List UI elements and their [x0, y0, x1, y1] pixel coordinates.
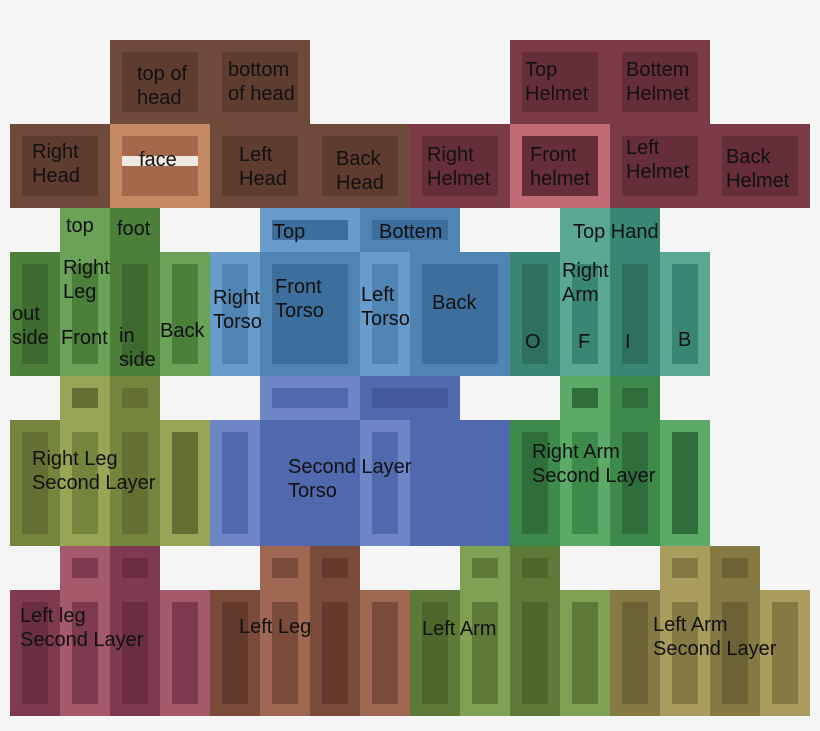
arm2-side-d-inner-panel: [672, 432, 698, 534]
larm-side-b-inner-panel: [472, 602, 498, 704]
larm2-side-b-inner-panel: [672, 602, 698, 704]
back-helmet-region-inner-panel: [722, 136, 798, 196]
leg2-side-c-inner-panel: [122, 432, 148, 534]
larm2-bottom-region-inner-panel: [722, 558, 748, 578]
arm-i-region-inner-panel: [622, 264, 648, 364]
arm2-bottom-region-inner-panel: [622, 388, 648, 408]
torso2-right-inner-panel: [222, 432, 248, 534]
leg-outside-region-inner-panel: [22, 264, 48, 364]
lleg-top-region-inner-panel: [272, 558, 298, 578]
larm-bottom-region-inner-panel: [522, 558, 548, 578]
bottom-of-head-region-inner-panel: [222, 52, 298, 112]
torso2-top-region-inner-panel: [272, 388, 348, 408]
right-head-region-inner-panel: [22, 136, 98, 196]
right-helmet-region-inner-panel: [422, 136, 498, 196]
arm-top-region: [560, 208, 610, 252]
arm2-top-region-inner-panel: [572, 388, 598, 408]
lleg2-side-c-inner-panel: [122, 602, 148, 704]
torso2-left-inner-panel: [372, 432, 398, 534]
leg2-side-d-inner-panel: [172, 432, 198, 534]
leg2-side-a-inner-panel: [22, 432, 48, 534]
arm2-side-b-inner-panel: [572, 432, 598, 534]
leg-foot-region: [110, 208, 160, 252]
bottom-helmet-region-inner-panel: [622, 52, 698, 112]
leg-top-region: [60, 208, 110, 252]
torso-top-region-inner-panel: [272, 220, 348, 240]
leg2-bottom-region-inner-panel: [122, 388, 148, 408]
leg2-side-b-inner-panel: [72, 432, 98, 534]
larm2-top-region-inner-panel: [672, 558, 698, 578]
larm2-side-c-inner-panel: [722, 602, 748, 704]
lleg2-top-region-inner-panel: [72, 558, 98, 578]
top-helmet-region-inner-panel: [522, 52, 598, 112]
lleg2-side-b-inner-panel: [72, 602, 98, 704]
arm-hand-region: [610, 208, 660, 252]
lleg2-bottom-region-inner-panel: [122, 558, 148, 578]
torso-bottom-region-inner-panel: [372, 220, 448, 240]
larm-side-a-inner-panel: [422, 602, 448, 704]
torso2-front: [260, 420, 360, 546]
arm-b-region-inner-panel: [672, 264, 698, 364]
arm2-side-c-inner-panel: [622, 432, 648, 534]
lleg2-side-d-inner-panel: [172, 602, 198, 704]
lleg-bottom-region-inner-panel: [322, 558, 348, 578]
arm2-side-a-inner-panel: [522, 432, 548, 534]
torso2-bottom-region-inner-panel: [372, 388, 448, 408]
larm2-side-a-inner-panel: [622, 602, 648, 704]
lleg2-side-a-inner-panel: [22, 602, 48, 704]
front-torso-region-inner-panel: [272, 264, 348, 364]
lleg-side-d-inner-panel: [372, 602, 398, 704]
leg-back-region-inner-panel: [172, 264, 198, 364]
lleg-side-b-inner-panel: [272, 602, 298, 704]
lleg-side-c-inner-panel: [322, 602, 348, 704]
leg-inside-region-inner-panel: [122, 264, 148, 364]
back-head-region-inner-panel: [322, 136, 398, 196]
torso2-back: [410, 420, 510, 546]
top-of-head-region-inner-panel: [122, 52, 198, 112]
larm-side-c-inner-panel: [522, 602, 548, 704]
left-helmet-region-inner-panel: [622, 136, 698, 196]
leg-front-region-inner-panel: [72, 264, 98, 364]
face-region-inner-panel: [122, 136, 198, 196]
arm-f-region-inner-panel: [572, 264, 598, 364]
leg2-top-region-inner-panel: [72, 388, 98, 408]
right-torso-region-inner-panel: [222, 264, 248, 364]
face-eye-stripe: [122, 156, 198, 166]
left-head-region-inner-panel: [222, 136, 298, 196]
torso-back-region-inner-panel: [422, 264, 498, 364]
larm-top-region-inner-panel: [472, 558, 498, 578]
larm-side-d-inner-panel: [572, 602, 598, 704]
front-helmet-region-inner-panel: [522, 136, 598, 196]
arm-o-region-inner-panel: [522, 264, 548, 364]
left-torso-region-inner-panel: [372, 264, 398, 364]
lleg-side-a-inner-panel: [222, 602, 248, 704]
larm2-side-d-inner-panel: [772, 602, 798, 704]
